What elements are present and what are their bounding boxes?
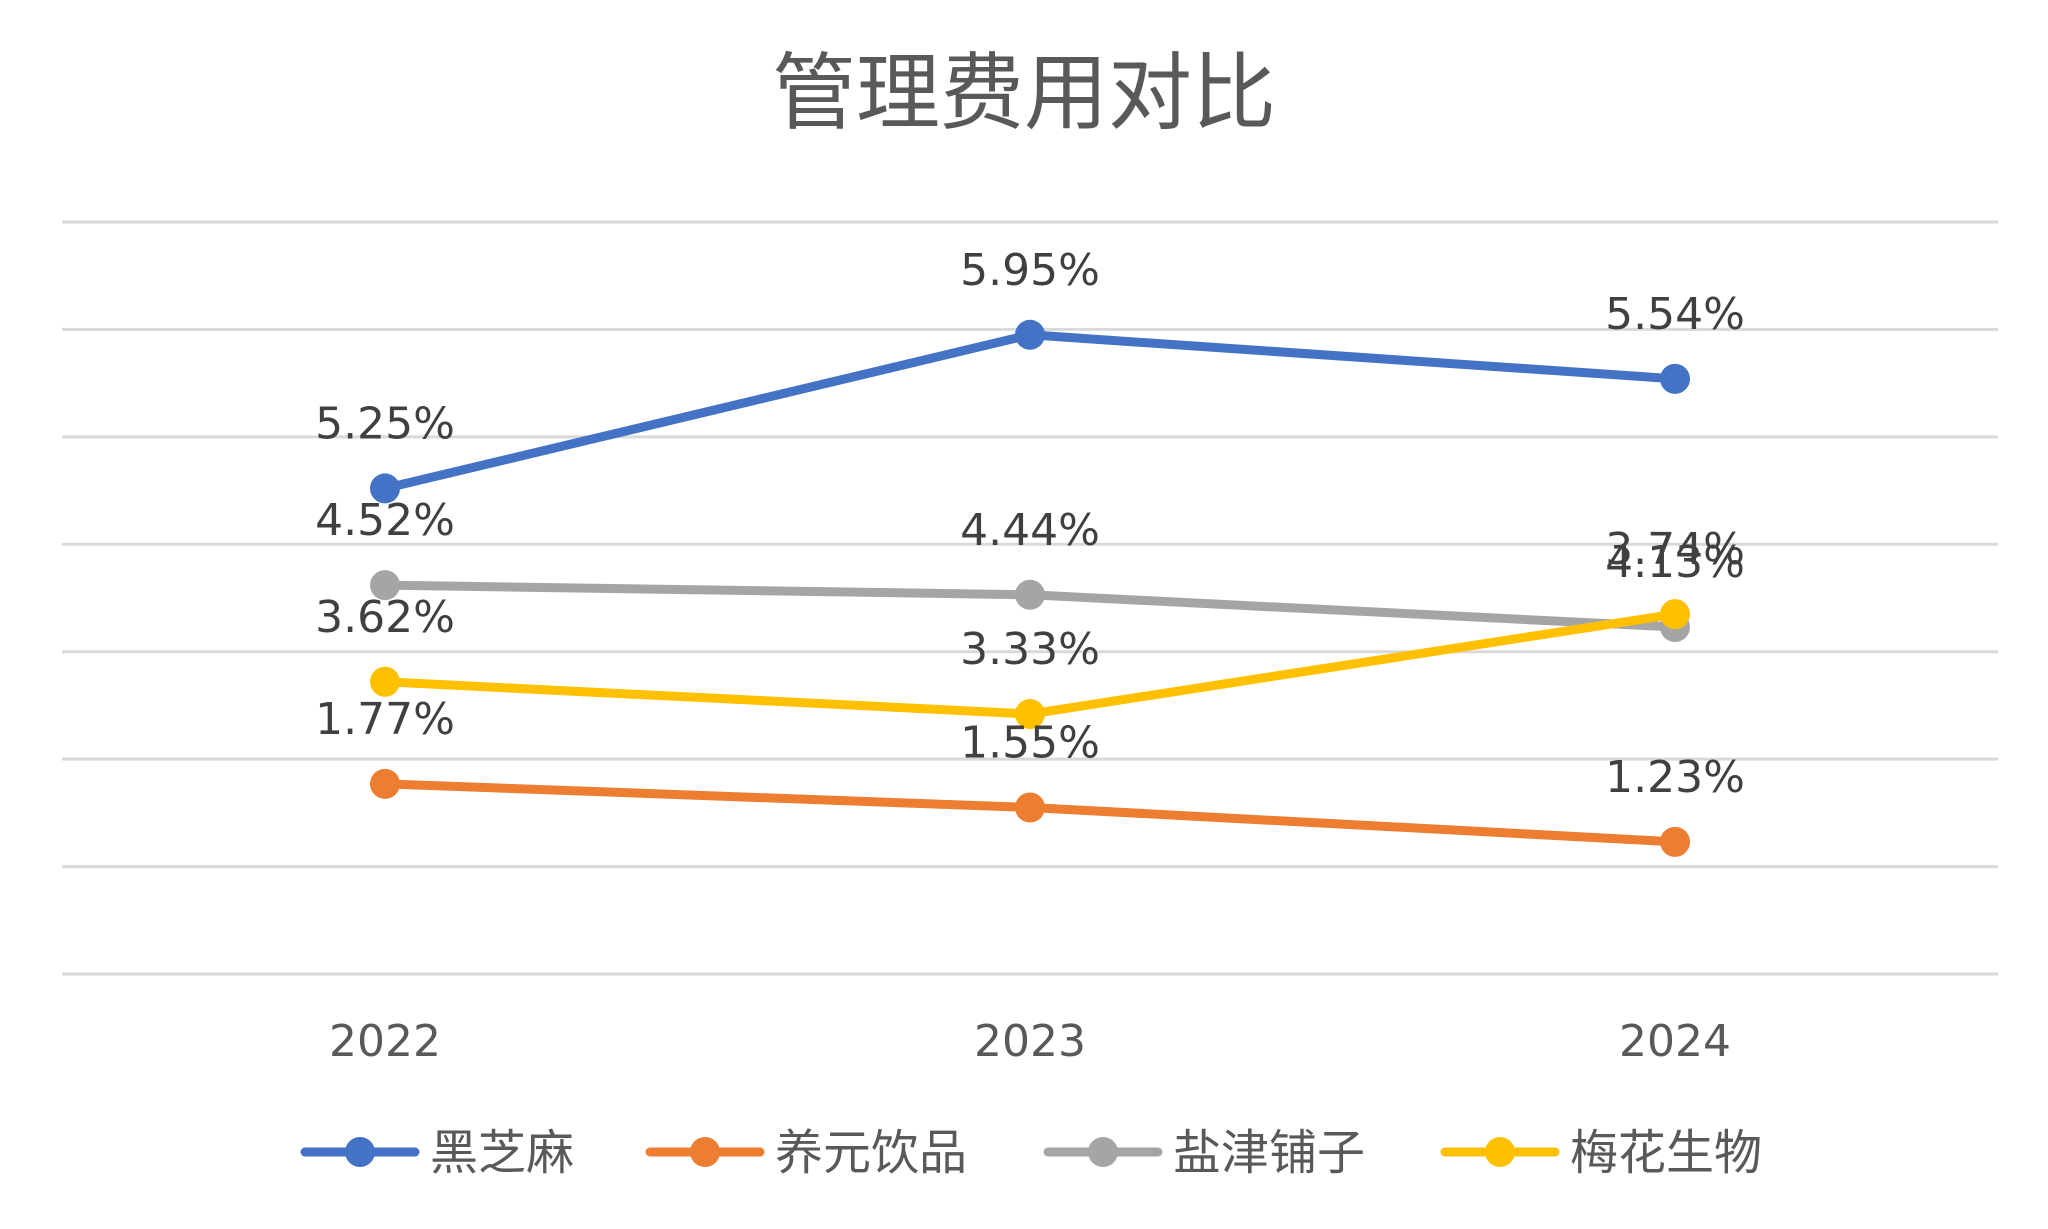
series-line (380, 330, 1680, 493)
data-labels: 5.25% 5.95% 5.54% 1.77% 1.55% 1.23% 4.52% 4.44%… (315, 245, 1745, 803)
legend-label: 盐津铺子 (1173, 1125, 1365, 1181)
data-label: 3.74% (1605, 524, 1745, 575)
data-label: 5.54% (1605, 289, 1745, 340)
data-point (370, 473, 400, 504)
series-markers (370, 319, 1690, 857)
data-point (1015, 579, 1045, 610)
data-point (1660, 599, 1690, 630)
legend-label: 黑芝麻 (430, 1125, 574, 1181)
data-point (370, 768, 400, 799)
data-label: 5.95% (960, 245, 1100, 296)
data-point (370, 666, 400, 697)
chart-title: 管理费用对比 (772, 44, 1276, 142)
data-label: 4.44% (960, 505, 1100, 556)
legend-marker (345, 1137, 375, 1167)
data-label: 5.25% (315, 398, 455, 449)
data-label: 1.55% (960, 717, 1100, 768)
data-label: 4.52% (315, 495, 455, 546)
x-tick-label: 2022 (329, 1016, 441, 1067)
legend-marker (1485, 1137, 1515, 1167)
legend-label: 梅花生物 (1570, 1125, 1762, 1181)
gridlines (62, 220, 1998, 976)
data-point (1660, 826, 1690, 857)
x-tick-label: 2023 (974, 1016, 1086, 1067)
legend-marker (690, 1137, 720, 1167)
data-point (1015, 792, 1045, 823)
data-label: 3.62% (315, 592, 455, 643)
legend-marker (1088, 1137, 1118, 1167)
x-tick-label: 2024 (1619, 1016, 1731, 1067)
data-point (1660, 363, 1690, 394)
x-axis-ticks: 2022 2023 2024 (329, 1016, 1731, 1067)
data-label: 3.33% (960, 624, 1100, 675)
data-point (1015, 319, 1045, 350)
legend-label: 养元饮品 (775, 1125, 967, 1181)
data-label: 4.13% (1605, 537, 1745, 588)
data-label: 1.77% (315, 694, 455, 745)
legend: 黑芝麻 养元饮品 盐津铺子 梅花生物 (300, 1125, 1762, 1181)
data-point (1015, 699, 1045, 730)
data-label: 1.23% (1605, 752, 1745, 803)
data-point (370, 570, 400, 601)
